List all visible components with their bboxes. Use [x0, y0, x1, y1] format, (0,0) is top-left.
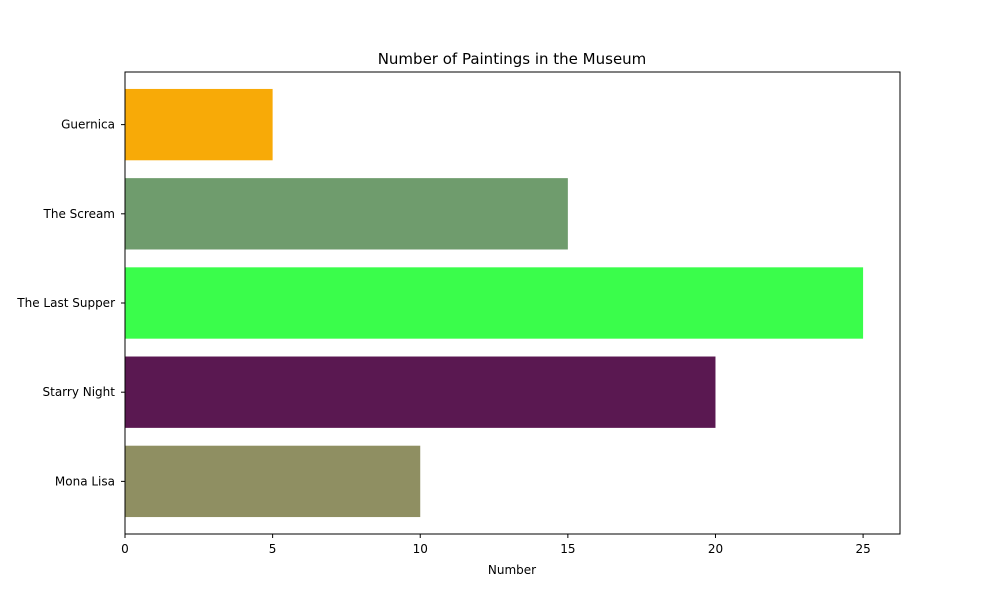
y-tick-label: Starry Night — [43, 385, 116, 399]
bar-mona-lisa — [125, 445, 421, 518]
x-tick-label: 10 — [413, 542, 428, 556]
y-axis-ticks: Mona Lisa Starry Night The Last Supper The … — [16, 118, 125, 488]
y-tick-label: Guernica — [61, 118, 115, 132]
bar-the-scream — [125, 178, 568, 250]
x-tick-label: 0 — [121, 542, 129, 556]
x-tick-label: 20 — [708, 542, 723, 556]
bars-layer — [125, 88, 864, 518]
x-axis-ticks: 0 5 10 15 20 25 — [121, 534, 871, 556]
x-tick-label: 15 — [560, 542, 575, 556]
x-axis-label: Number — [488, 563, 536, 577]
y-tick-label: The Last Supper — [16, 296, 115, 310]
x-tick-label: 25 — [855, 542, 870, 556]
y-tick-label: The Scream — [43, 207, 115, 221]
x-tick-label: 5 — [269, 542, 277, 556]
bar-guernica — [125, 88, 273, 161]
bar-the-last-supper — [125, 267, 864, 339]
chart-title: Number of Paintings in the Museum — [378, 50, 647, 68]
y-tick-label: Mona Lisa — [55, 474, 115, 488]
bar-starry-night — [125, 356, 716, 428]
